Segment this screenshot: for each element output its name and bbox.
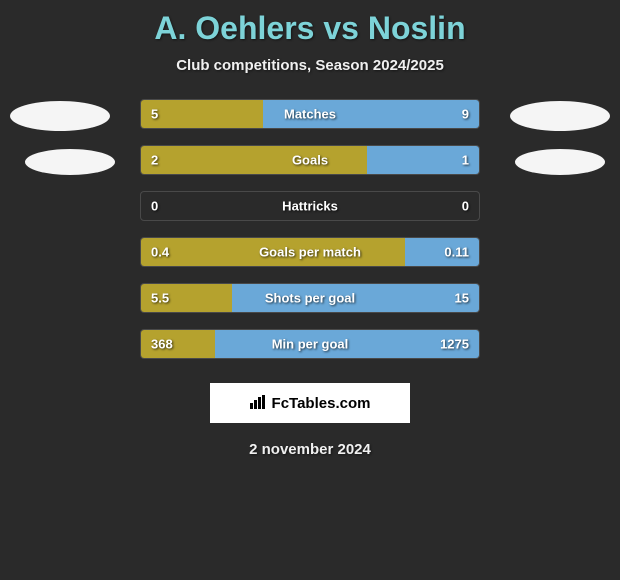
bar-right-value: 9: [462, 107, 469, 122]
bar-right-value: 0.11: [444, 245, 469, 260]
logo-text: FcTables.com: [272, 395, 371, 412]
bar-right-value: 1: [462, 153, 469, 168]
bar-right-value: 1275: [440, 337, 469, 352]
bar-left-value: 368: [151, 337, 173, 352]
player-left-badge: [10, 101, 110, 131]
bar-right-value: 0: [462, 199, 469, 214]
bar-label: Min per goal: [272, 337, 349, 352]
bar-left-value: 0.4: [151, 245, 169, 260]
bar-left-value: 5: [151, 107, 158, 122]
bar-right-value: 15: [455, 291, 469, 306]
bar-left-value: 2: [151, 153, 158, 168]
container: A. Oehlers vs Noslin Club competitions, …: [0, 0, 620, 580]
bar-label: Matches: [284, 107, 336, 122]
subtitle: Club competitions, Season 2024/2025: [0, 57, 620, 74]
bar-row: 5.5 15 Shots per goal: [140, 283, 480, 313]
page-title: A. Oehlers vs Noslin: [0, 0, 620, 47]
bar-row: 0.4 0.11 Goals per match: [140, 237, 480, 267]
fctables-logo[interactable]: FcTables.com: [210, 383, 410, 423]
bar-row: 368 1275 Min per goal: [140, 329, 480, 359]
bar-label: Hattricks: [282, 199, 338, 214]
player-left-badge-2: [25, 149, 115, 175]
bar-label: Goals per match: [259, 245, 361, 260]
player-right-badge: [510, 101, 610, 131]
bar-row: 2 1 Goals: [140, 145, 480, 175]
bar-label: Goals: [292, 153, 328, 168]
bar-row: 5 9 Matches: [140, 99, 480, 129]
bar-row: 0 0 Hattricks: [140, 191, 480, 221]
date-label: 2 november 2024: [0, 441, 620, 458]
bar-left-value: 5.5: [151, 291, 169, 306]
bar-left-value: 0: [151, 199, 158, 214]
chart-area: 5 9 Matches 2 1 Goals 0 0 Hattricks 0.4 0.11 Goals …: [0, 99, 620, 369]
bar-label: Shots per goal: [265, 291, 355, 306]
bar-left-fill: [141, 146, 367, 174]
chart-icon: [250, 395, 266, 412]
bar-left-fill: [141, 100, 263, 128]
bars-group: 5 9 Matches 2 1 Goals 0 0 Hattricks 0.4 0.11 Goals …: [140, 99, 480, 375]
player-right-badge-2: [515, 149, 605, 175]
